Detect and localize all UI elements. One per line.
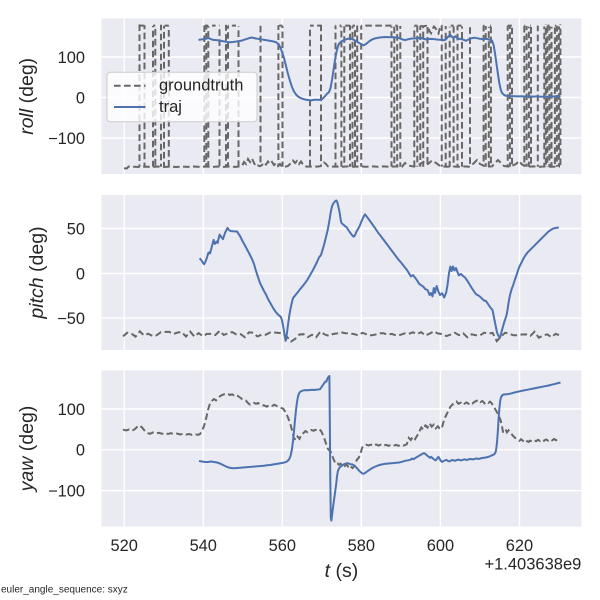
svg-text:groundtruth: groundtruth	[159, 76, 243, 94]
svg-text:t (s): t (s)	[325, 560, 359, 582]
svg-text:600: 600	[427, 537, 454, 555]
svg-text:520: 520	[111, 537, 138, 555]
svg-text:0: 0	[76, 442, 85, 460]
svg-text:yaw (deg): yaw (deg)	[16, 406, 38, 494]
svg-text:+1.403638e9: +1.403638e9	[484, 556, 581, 574]
svg-text:540: 540	[190, 537, 217, 555]
svg-text:−100: −100	[48, 482, 85, 500]
svg-text:pitch (deg): pitch (deg)	[26, 226, 48, 319]
svg-text:560: 560	[269, 537, 296, 555]
svg-text:100: 100	[58, 49, 85, 67]
svg-text:euler_angle_sequence: sxyz: euler_angle_sequence: sxyz	[1, 584, 128, 595]
svg-text:traj: traj	[159, 98, 182, 116]
svg-text:580: 580	[348, 537, 375, 555]
svg-text:−100: −100	[48, 130, 85, 148]
svg-text:0: 0	[76, 265, 85, 283]
svg-text:620: 620	[506, 537, 533, 555]
svg-text:−50: −50	[57, 310, 85, 328]
svg-text:0: 0	[76, 89, 85, 107]
svg-text:50: 50	[67, 220, 85, 238]
svg-text:roll (deg): roll (deg)	[16, 58, 38, 135]
svg-text:100: 100	[58, 401, 85, 419]
